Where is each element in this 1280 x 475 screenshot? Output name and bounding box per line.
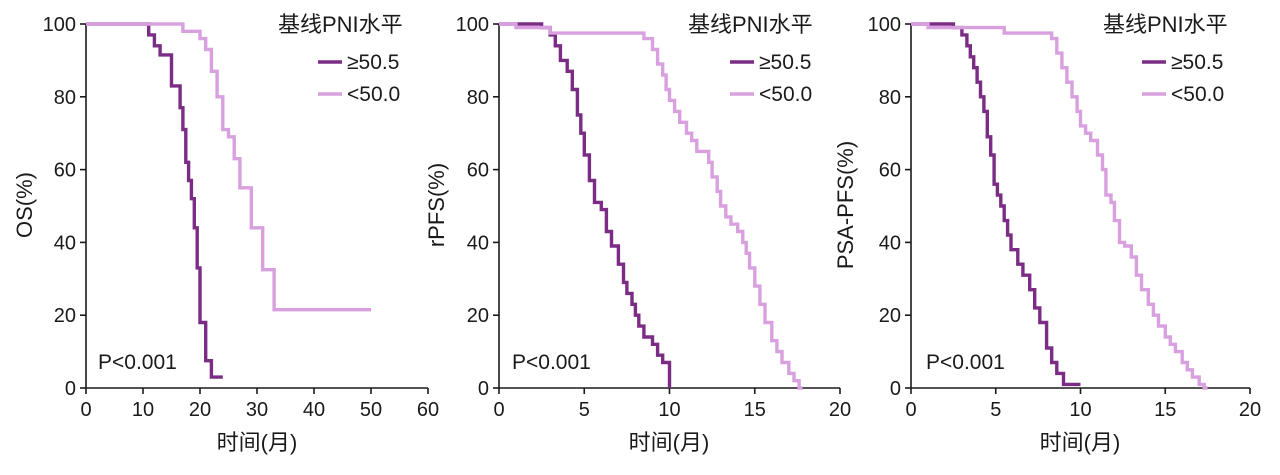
legend-title: 基线PNI水平	[278, 12, 403, 37]
legend-label-high: ≥50.5	[347, 51, 399, 74]
survival-curve-low-pni	[86, 22, 371, 312]
p-value-label: P<0.001	[512, 351, 591, 374]
x-tick-label: 15	[1154, 399, 1176, 421]
y-tick-label: 40	[467, 232, 489, 254]
x-tick-label: 5	[579, 399, 590, 421]
x-tick-label: 10	[658, 399, 680, 421]
p-value-label: P<0.001	[926, 351, 1005, 374]
legend-title: 基线PNI水平	[688, 12, 813, 37]
legend-label-low: <50.0	[1171, 83, 1224, 106]
x-axis-title: 时间(月)	[1040, 430, 1121, 455]
y-axis-title: OS(%)	[12, 172, 37, 238]
y-tick-label: 40	[879, 232, 901, 254]
y-tick-label: 60	[54, 160, 76, 182]
y-tick-label: 100	[43, 14, 76, 36]
x-tick-label: 30	[246, 399, 268, 421]
survival-curve-high-pni	[86, 22, 223, 379]
x-tick-label: 15	[744, 399, 766, 421]
legend-label-high: ≥50.5	[1171, 51, 1223, 74]
chart-panel-psa-pfs: PSA-PFS(%) 时间(月) 基线PNI水平 ≥50.5 <50.0 P<0…	[833, 12, 1261, 455]
legend-title: 基线PNI水平	[1103, 12, 1228, 37]
x-tick-label: 10	[132, 399, 154, 421]
y-axis-title: PSA-PFS(%)	[833, 141, 858, 269]
survival-curve-low-pni	[911, 22, 1208, 390]
y-tick-label: 0	[65, 378, 76, 400]
y-tick-label: 60	[467, 160, 489, 182]
x-tick-label: 0	[493, 399, 504, 421]
x-tick-label: 20	[1239, 399, 1261, 421]
chart-panel-rpfs: rPFS(%) 时间(月) 基线PNI水平 ≥50.5 <50.0 P<0.00…	[424, 12, 851, 455]
y-tick-label: 20	[54, 305, 76, 327]
y-tick-label: 40	[54, 232, 76, 254]
y-tick-label: 100	[868, 14, 901, 36]
y-tick-label: 0	[478, 378, 489, 400]
survival-curve-high-pni	[499, 22, 672, 388]
chart-panel-os: OS(%) 时间(月) 基线PNI水平 ≥50.5 <50.0 P<0.001 …	[12, 12, 439, 455]
x-tick-label: 0	[80, 399, 91, 421]
legend-label-low: <50.0	[347, 83, 400, 106]
y-tick-label: 80	[879, 87, 901, 109]
x-tick-label: 10	[1069, 399, 1091, 421]
survival-curve-low-pni	[499, 22, 803, 390]
y-tick-label: 0	[890, 378, 901, 400]
x-tick-label: 60	[417, 399, 439, 421]
y-tick-label: 80	[54, 87, 76, 109]
x-tick-label: 20	[189, 399, 211, 421]
x-axis-title: 时间(月)	[629, 430, 710, 455]
y-axis-title: rPFS(%)	[424, 163, 449, 247]
y-tick-label: 20	[879, 305, 901, 327]
x-tick-label: 5	[990, 399, 1001, 421]
y-tick-label: 80	[467, 87, 489, 109]
x-tick-label: 0	[905, 399, 916, 421]
y-tick-label: 60	[879, 160, 901, 182]
x-tick-label: 20	[829, 399, 851, 421]
y-tick-label: 100	[456, 14, 489, 36]
x-axis-title: 时间(月)	[217, 430, 298, 455]
legend-label-high: ≥50.5	[759, 51, 811, 74]
survival-curve-high-pni	[911, 22, 1081, 387]
p-value-label: P<0.001	[98, 351, 177, 374]
y-tick-label: 20	[467, 305, 489, 327]
x-tick-label: 40	[303, 399, 325, 421]
x-tick-label: 50	[360, 399, 382, 421]
legend-label-low: <50.0	[759, 83, 812, 106]
